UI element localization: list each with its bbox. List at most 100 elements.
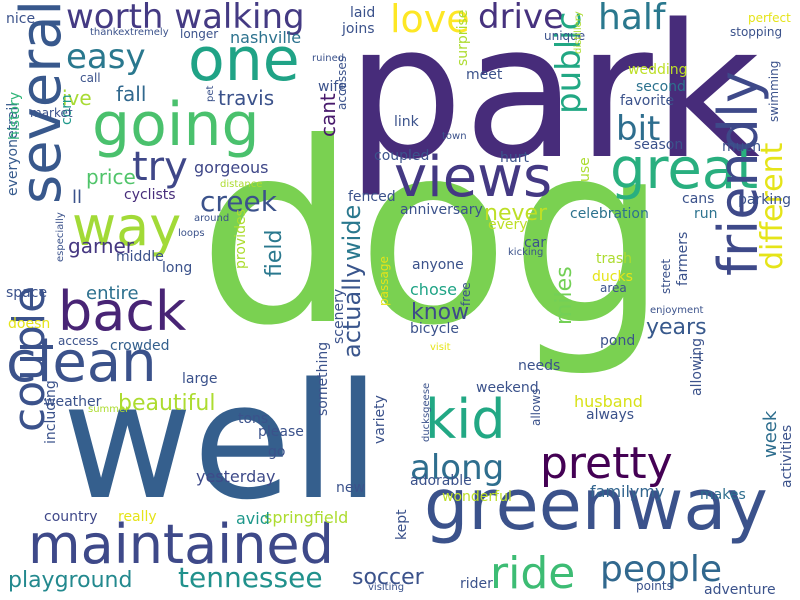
word-car: car [524, 235, 547, 251]
word-kicking: kicking [508, 247, 544, 258]
word-price: price [86, 165, 136, 189]
word-around: around [194, 213, 230, 224]
word-meet: meet [466, 67, 503, 83]
word-celebration: celebration [570, 206, 649, 222]
word-pond: pond [600, 333, 636, 349]
word-beautiful: beautiful [118, 391, 216, 416]
word-visit: visit [430, 342, 451, 353]
word-travis: travis [218, 86, 275, 110]
word-provides: provides [233, 209, 249, 269]
word-surprise: surprise [455, 9, 471, 66]
word-variety: variety [372, 395, 388, 444]
word-pretty: pretty [540, 438, 673, 489]
word-unique: unique [544, 29, 586, 43]
word-allowing: allowing [689, 337, 705, 396]
word-dog: dog [198, 89, 669, 380]
word-bit: bit [616, 109, 661, 149]
word-well: well [62, 348, 381, 535]
word-farmers: farmers [675, 231, 691, 286]
word-summer: summer [88, 404, 130, 415]
word-nashville: nashville [230, 28, 302, 47]
word-longer: longer [180, 27, 219, 41]
word-trash: trash [596, 251, 632, 267]
word-space: space [6, 285, 48, 301]
word-way: way [72, 195, 182, 258]
word-pet: pet [205, 85, 216, 102]
word-one: one [188, 25, 300, 95]
word-use: use [577, 157, 593, 182]
word-creek: creek [200, 185, 277, 218]
word-please: please [258, 424, 304, 440]
word-yesterday: yesterday [196, 467, 276, 486]
word-adorable: adorable [410, 473, 472, 489]
word-bicycle: bicycle [410, 321, 459, 337]
word-town: town [442, 131, 467, 142]
word-great: great [610, 137, 759, 202]
word-wonderful: wonderful [442, 489, 512, 505]
word-gorgeous: gorgeous [194, 158, 269, 177]
word-half: half [598, 0, 666, 38]
word-try: try [132, 144, 188, 190]
word-years: years [646, 315, 707, 340]
word-distance: distance [220, 179, 263, 190]
word-park: park [346, 0, 760, 200]
word-accesses: accesses [335, 55, 349, 110]
word-really: really [118, 509, 157, 525]
word-cans: cans [682, 191, 715, 207]
word-coupled: coupled [374, 148, 430, 164]
word-wife: wife [318, 79, 347, 95]
word-thankextremely: thankextremely [90, 27, 169, 38]
word-views: views [394, 145, 553, 210]
word-something: something [315, 341, 331, 416]
word-swimming: swimming [767, 60, 781, 122]
word-springfield: springfield [264, 508, 349, 527]
word-long: long [162, 260, 193, 276]
word-drive: drive [478, 0, 565, 37]
word-worth-walking: worth walking [66, 0, 305, 37]
word-market: market [30, 106, 73, 120]
word-season: season [634, 137, 684, 153]
word-run: run [694, 206, 718, 222]
word-week: week [760, 410, 781, 458]
word-middle: middle [116, 249, 164, 265]
word-never: never [484, 201, 548, 226]
word-hurt: hurt [500, 150, 529, 166]
word-street: street [659, 258, 673, 294]
word-second: second [636, 79, 686, 95]
word-going: going [92, 90, 260, 160]
word-scenery: scenery [331, 288, 347, 344]
word-clean: clean [6, 330, 157, 395]
word-including: including [43, 380, 59, 444]
word-tennessee: tennessee [178, 561, 323, 594]
word-access: access [58, 334, 99, 348]
word-chose: chose [410, 280, 457, 299]
word-garner: garner [68, 234, 135, 258]
word-fall: fall [116, 82, 147, 106]
word-adventure: adventure [704, 582, 776, 598]
word-distillery: distillery [573, 11, 584, 54]
word-area: area [600, 281, 627, 295]
word-entire: entire [86, 283, 139, 304]
word-much: much [722, 139, 762, 155]
word-know: know [411, 300, 470, 325]
word-ll: ll [72, 187, 83, 208]
word-anniversary: anniversary [400, 202, 483, 218]
word-every: every [488, 217, 528, 233]
word-wedding: wedding [628, 62, 688, 78]
word-ducks: ducks [592, 269, 633, 285]
word-kid: kid [425, 388, 506, 451]
word-favorite: favorite [620, 93, 675, 109]
word-anyone: anyone [412, 257, 464, 273]
word-enjoyment: enjoyment [650, 305, 704, 316]
word-people: people [600, 549, 723, 590]
word-miles: miles [552, 266, 577, 325]
word-free: free [459, 282, 473, 306]
word-ducksgeese: ducksgeese [421, 382, 432, 442]
word-passage: passage [377, 256, 391, 306]
word-visiting: visiting [368, 582, 405, 593]
word-nice: nice [6, 11, 36, 27]
word-weekend: weekend [476, 380, 539, 396]
word-ride: ride [490, 548, 576, 599]
word-cyclists: cyclists [124, 187, 176, 203]
word-doesn: doesn [8, 316, 51, 332]
